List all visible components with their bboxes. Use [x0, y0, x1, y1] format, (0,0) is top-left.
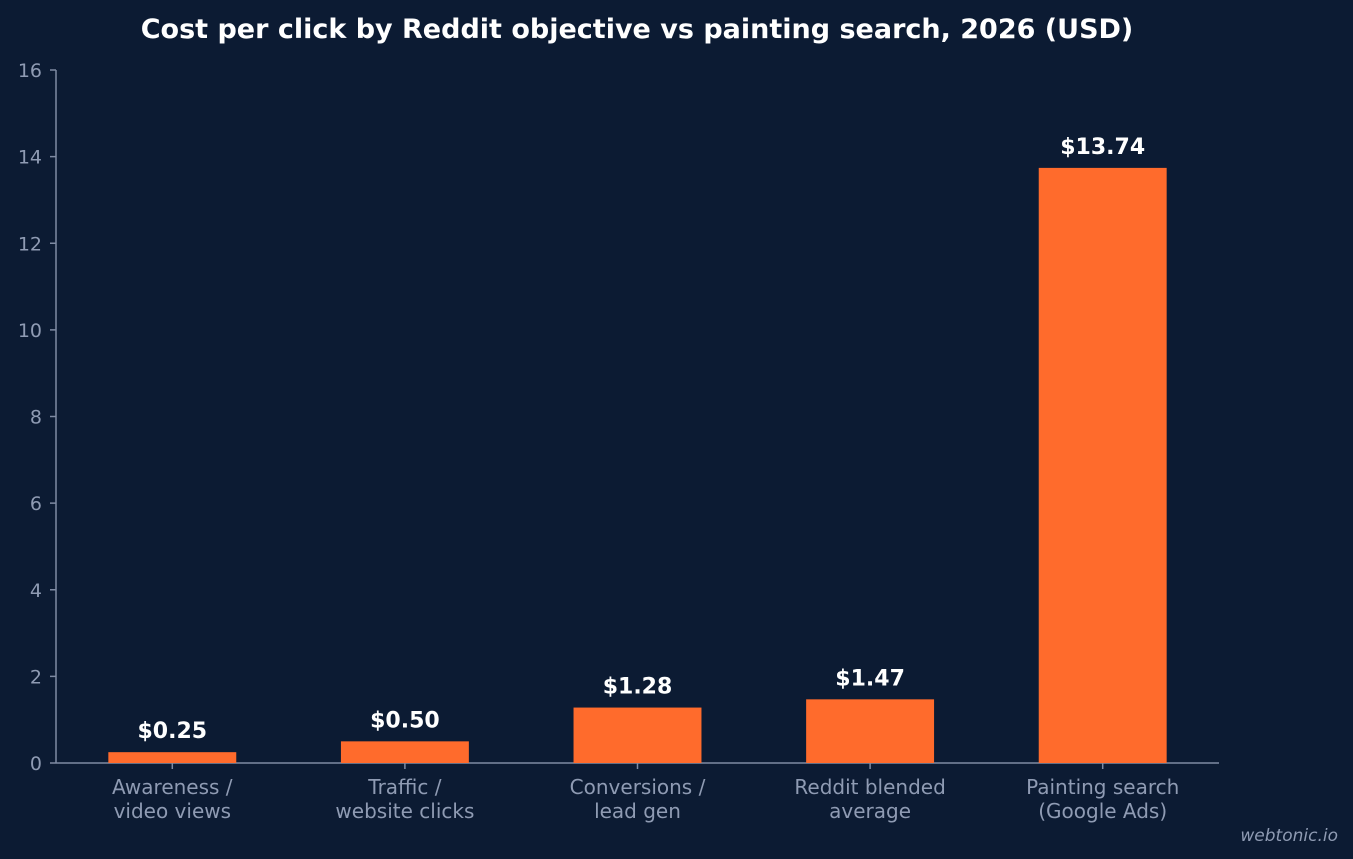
- y-tick-label: 6: [30, 493, 42, 515]
- bar: [108, 752, 237, 763]
- bar: [573, 707, 702, 763]
- chart-title: Cost per click by Reddit objective vs pa…: [141, 14, 1134, 45]
- y-tick-label: 12: [18, 233, 42, 255]
- x-tick-label: lead gen: [594, 799, 681, 823]
- x-tick-label: (Google Ads): [1038, 799, 1167, 823]
- data-label: $1.28: [603, 675, 673, 700]
- y-tick-label: 10: [18, 320, 42, 342]
- data-label: $1.47: [835, 666, 905, 691]
- x-tick-label: Awareness /: [112, 775, 233, 799]
- x-tick-label: average: [829, 799, 911, 823]
- y-tick-label: 16: [18, 60, 42, 82]
- x-tick-label: Painting search: [1026, 775, 1179, 799]
- x-tick-label: Reddit blended: [794, 775, 945, 799]
- data-label: $0.25: [138, 719, 208, 744]
- bars-group: [108, 167, 1167, 764]
- data-labels-group: $0.25 $0.50 $1.28 $1.47 $13.74: [138, 135, 1146, 744]
- bar: [1038, 167, 1167, 764]
- data-label: $13.74: [1060, 135, 1145, 160]
- x-tick-label: Traffic /: [367, 775, 441, 799]
- x-axis: Awareness /video views Traffic /website c…: [56, 762, 1219, 823]
- watermark: webtonic.io: [1240, 826, 1338, 846]
- bar: [340, 741, 469, 763]
- x-tick-label: video views: [114, 799, 231, 823]
- y-tick-label: 0: [30, 753, 42, 775]
- y-axis: 0 2 4 6 8 10 12 14 16: [18, 60, 57, 775]
- bar: [806, 699, 935, 763]
- y-tick-label: 8: [30, 407, 42, 429]
- y-tick-label: 14: [18, 147, 42, 169]
- x-tick-label: website clicks: [335, 799, 474, 823]
- data-label: $0.50: [370, 708, 440, 733]
- y-tick-label: 4: [30, 580, 42, 602]
- x-tick-label: Conversions /: [570, 775, 706, 799]
- y-tick-label: 2: [30, 666, 42, 688]
